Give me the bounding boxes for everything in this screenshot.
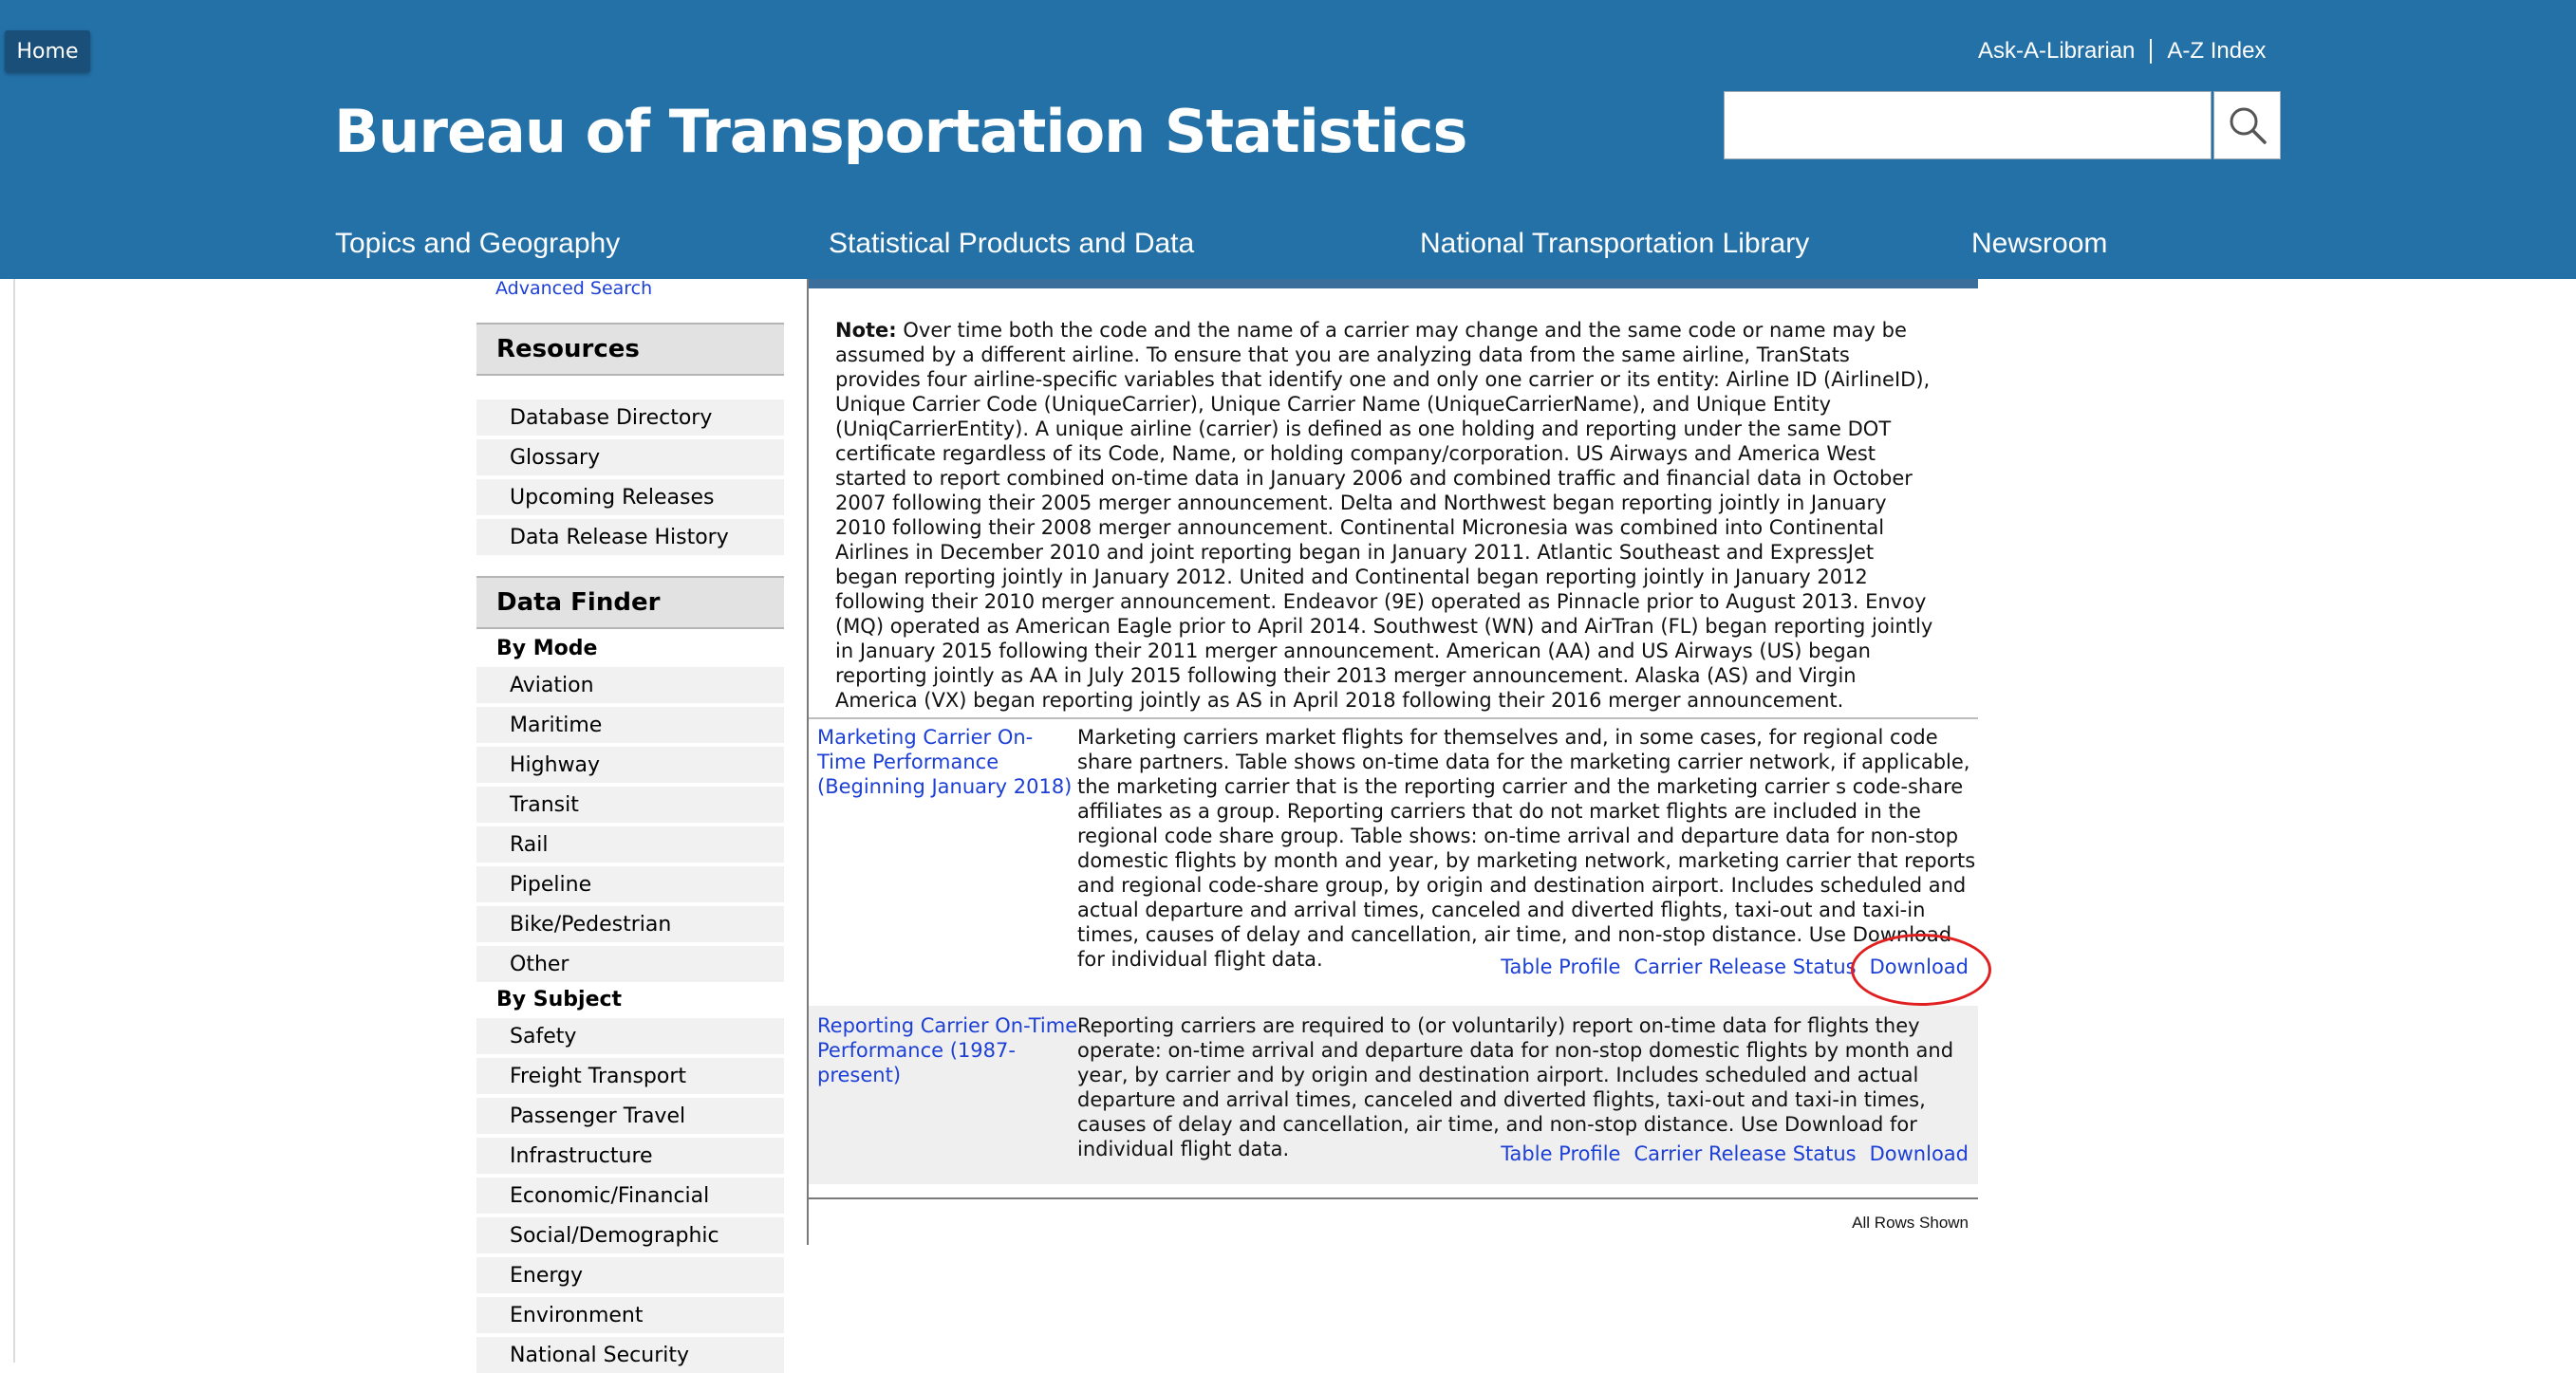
download-highlight-circle bbox=[1851, 934, 1991, 1006]
ask-a-librarian-link[interactable]: Ask-A-Librarian bbox=[1978, 38, 2136, 64]
sidebar-item-social-demographic[interactable]: Social/Demographic bbox=[476, 1217, 784, 1253]
nav-newsroom[interactable]: Newsroom bbox=[1971, 228, 2108, 259]
search-icon bbox=[2230, 107, 2267, 144]
sidebar-item-glossary[interactable]: Glossary bbox=[476, 439, 784, 475]
sidebar-item-energy[interactable]: Energy bbox=[476, 1257, 784, 1293]
carrier-release-status-link[interactable]: Carrier Release Status bbox=[1633, 956, 1857, 978]
utility-links: Ask-A-Librarian A-Z Index bbox=[1978, 38, 2266, 65]
by-subject-label: By Subject bbox=[496, 988, 623, 1011]
table-row bbox=[809, 1006, 1978, 1184]
download-link[interactable]: Download bbox=[1869, 1142, 1969, 1165]
marketing-carrier-link[interactable]: Marketing Carrier On-Time Performance (B… bbox=[817, 726, 1073, 798]
reporting-carrier-actions: Table Profile Carrier Release Status Dow… bbox=[1501, 1142, 1969, 1165]
nav-topics-and-geography[interactable]: Topics and Geography bbox=[335, 228, 621, 259]
table-profile-link[interactable]: Table Profile bbox=[1501, 956, 1621, 978]
sidebar-item-bike-pedestrian[interactable]: Bike/Pedestrian bbox=[476, 906, 784, 942]
sidebar-item-maritime[interactable]: Maritime bbox=[476, 707, 784, 743]
sidebar-item-other[interactable]: Other bbox=[476, 946, 784, 982]
sidebar-item-safety[interactable]: Safety bbox=[476, 1018, 784, 1054]
search-input[interactable] bbox=[1724, 91, 2212, 159]
site-title[interactable]: Bureau of Transportation Statistics bbox=[334, 97, 1467, 166]
sidebar-item-pipeline[interactable]: Pipeline bbox=[476, 866, 784, 902]
carrier-note: Note: Over time both the code and the na… bbox=[835, 318, 1936, 713]
sidebar-item-economic-financial[interactable]: Economic/Financial bbox=[476, 1178, 784, 1214]
nav-statistical-products-and-data[interactable]: Statistical Products and Data bbox=[829, 228, 1195, 259]
sidebar-item-passenger-travel[interactable]: Passenger Travel bbox=[476, 1098, 784, 1134]
sidebar-item-upcoming-releases[interactable]: Upcoming Releases bbox=[476, 479, 784, 515]
home-button[interactable]: Home bbox=[5, 30, 90, 72]
search-button[interactable] bbox=[2213, 91, 2281, 159]
nav-national-transportation-library[interactable]: National Transportation Library bbox=[1420, 228, 1810, 259]
sidebar-item-environment[interactable]: Environment bbox=[476, 1297, 784, 1333]
sidebar-item-data-release-history[interactable]: Data Release History bbox=[476, 519, 784, 555]
note-label: Note: bbox=[835, 319, 897, 342]
by-mode-label: By Mode bbox=[496, 637, 598, 660]
table-top-rule bbox=[807, 279, 1978, 288]
data-finder-heading: Data Finder bbox=[476, 576, 784, 629]
reporting-carrier-link[interactable]: Reporting Carrier On-Time Performance (1… bbox=[817, 1014, 1078, 1086]
carrier-release-status-link[interactable]: Carrier Release Status bbox=[1633, 1142, 1857, 1165]
marketing-carrier-description: Marketing carriers market flights for th… bbox=[1077, 726, 1976, 971]
sidebar-item-rail[interactable]: Rail bbox=[476, 826, 784, 863]
utility-separator bbox=[2150, 39, 2153, 64]
sidebar-item-highway[interactable]: Highway bbox=[476, 747, 784, 783]
sidebar-item-transit[interactable]: Transit bbox=[476, 787, 784, 823]
table-left-rule bbox=[807, 279, 809, 1245]
sidebar-item-infrastructure[interactable]: Infrastructure bbox=[476, 1138, 784, 1174]
advanced-search-link[interactable]: Advanced Search bbox=[495, 278, 653, 299]
table-profile-link[interactable]: Table Profile bbox=[1501, 1142, 1621, 1165]
page-left-border bbox=[13, 279, 15, 1363]
resources-heading: Resources bbox=[476, 323, 784, 376]
sidebar-item-freight-transport[interactable]: Freight Transport bbox=[476, 1058, 784, 1094]
rows-shown-status: All Rows Shown bbox=[1852, 1214, 1969, 1232]
a-z-index-link[interactable]: A-Z Index bbox=[2167, 38, 2267, 64]
sidebar-item-database-directory[interactable]: Database Directory bbox=[476, 399, 784, 436]
site-header: Home Ask-A-Librarian A-Z Index Bureau of… bbox=[0, 0, 2576, 279]
reporting-carrier-description: Reporting carriers are required to (or v… bbox=[1077, 1014, 1954, 1160]
sidebar-item-national-security[interactable]: National Security bbox=[476, 1337, 784, 1373]
note-text: Over time both the code and the name of … bbox=[835, 319, 1933, 712]
sidebar-item-aviation[interactable]: Aviation bbox=[476, 667, 784, 703]
row-divider bbox=[809, 717, 1978, 719]
table-bottom-rule bbox=[809, 1197, 1978, 1199]
